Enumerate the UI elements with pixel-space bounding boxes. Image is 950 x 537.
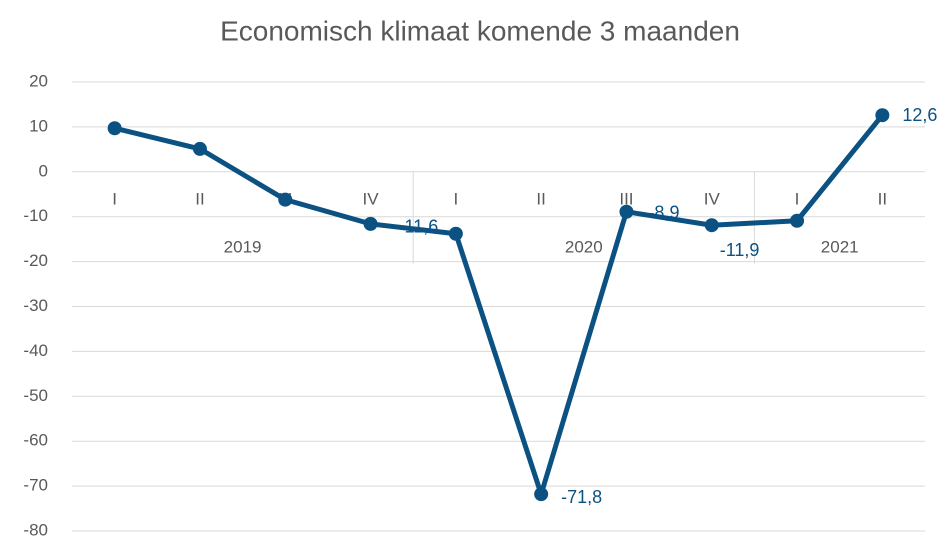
y-tick-label: 0	[39, 161, 48, 180]
marker	[875, 108, 890, 123]
x-group-label: 2019	[224, 237, 262, 256]
x-tick-label: III	[619, 189, 633, 208]
x-tick-label: IV	[704, 189, 721, 208]
x-tick-label: I	[795, 189, 800, 208]
data-label: -71,8	[561, 487, 602, 507]
x-tick-label: I	[112, 189, 117, 208]
line	[114, 113, 885, 497]
marker	[534, 487, 549, 502]
data-label: -11,6	[399, 217, 439, 237]
x-tick-label: II	[195, 189, 204, 208]
x-tick-label: I	[453, 189, 458, 208]
x-group-label: 2021	[821, 237, 859, 256]
y-tick-label: -60	[23, 431, 48, 450]
marker	[619, 204, 634, 219]
y-tick-label: -50	[23, 386, 48, 405]
x-group-label: 2020	[565, 237, 603, 256]
marker	[790, 213, 805, 228]
x-tick-label: IV	[363, 189, 380, 208]
marker	[448, 226, 463, 241]
y-tick-label: -40	[23, 341, 48, 360]
x-tick-label: II	[536, 189, 545, 208]
y-tick-label: -30	[23, 296, 48, 315]
y-tick-label: 20	[29, 71, 48, 90]
y-tick-label: -80	[23, 520, 48, 537]
marker	[704, 218, 719, 233]
y-tick-label: -70	[23, 476, 48, 495]
marker	[107, 121, 122, 136]
data-label: 12,6	[902, 105, 937, 125]
marker	[278, 192, 293, 207]
data-label: -11,9	[720, 240, 760, 260]
y-tick-label: -20	[23, 251, 48, 270]
x-tick-label: II	[878, 189, 887, 208]
marker	[192, 141, 207, 156]
chart-title: Economisch klimaat komende 3 maanden	[220, 15, 740, 46]
data-label: -8,9	[648, 203, 679, 223]
y-tick-label: 10	[29, 116, 48, 135]
marker	[363, 216, 378, 231]
y-tick-label: -10	[23, 206, 48, 225]
